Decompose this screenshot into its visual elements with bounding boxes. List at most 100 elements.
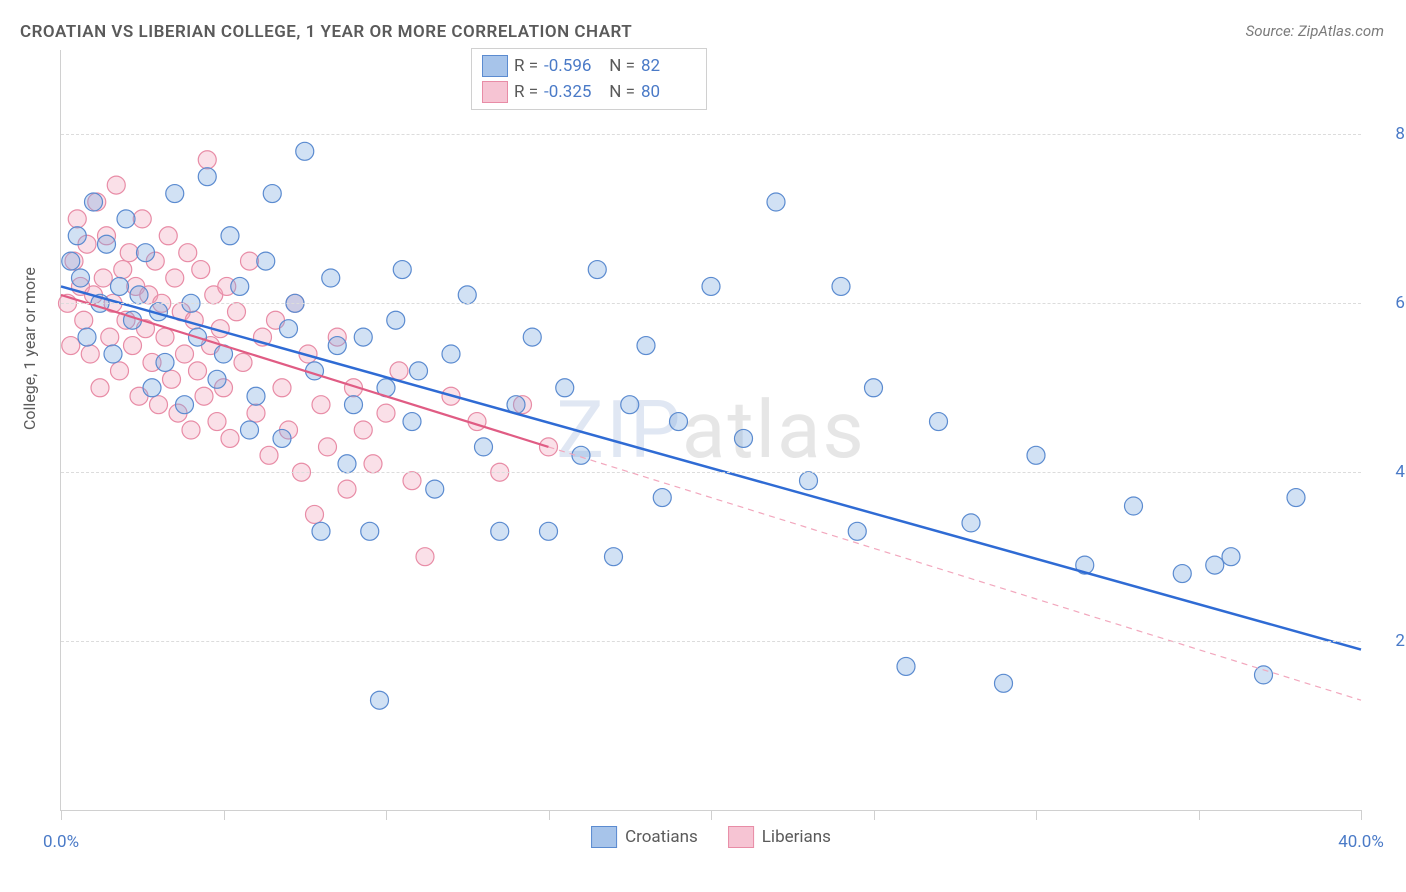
data-point: [124, 337, 142, 355]
data-point: [257, 252, 275, 270]
legend-item-croatians: Croatians: [591, 826, 698, 848]
data-point: [390, 362, 408, 380]
grid-line: [61, 134, 1361, 135]
data-point: [403, 472, 421, 490]
data-point: [176, 396, 194, 414]
data-point: [416, 548, 434, 566]
data-point: [247, 387, 265, 405]
x-tick: [1036, 810, 1037, 820]
swatch-croatians: [482, 55, 508, 77]
data-point: [403, 413, 421, 431]
data-point: [865, 379, 883, 397]
croatians-n-value: 82: [641, 56, 696, 76]
data-point: [962, 514, 980, 532]
data-point: [189, 362, 207, 380]
data-point: [338, 480, 356, 498]
legend-item-liberians: Liberians: [728, 826, 831, 848]
x-tick-label: 0.0%: [43, 832, 79, 852]
data-point: [156, 328, 174, 346]
data-point: [159, 227, 177, 245]
data-point: [1027, 446, 1045, 464]
x-tick: [1361, 810, 1362, 820]
data-point: [273, 429, 291, 447]
data-point: [247, 404, 265, 422]
grid-line: [61, 472, 1361, 473]
data-point: [85, 193, 103, 211]
data-point: [491, 522, 509, 540]
data-point: [176, 345, 194, 363]
data-point: [68, 227, 86, 245]
data-point: [208, 370, 226, 388]
data-point: [62, 252, 80, 270]
bottom-legend: Croatians Liberians: [591, 826, 831, 848]
liberians-r-value: -0.325: [544, 82, 599, 102]
data-point: [735, 429, 753, 447]
data-point: [111, 362, 129, 380]
data-point: [114, 261, 132, 279]
data-point: [328, 337, 346, 355]
x-tick-label: 40.0%: [1338, 832, 1384, 852]
data-point: [354, 328, 372, 346]
data-point: [296, 142, 314, 160]
data-point: [68, 210, 86, 228]
data-point: [195, 387, 213, 405]
data-point: [221, 429, 239, 447]
data-point: [107, 176, 125, 194]
data-point: [94, 269, 112, 287]
data-point: [306, 505, 324, 523]
chart-container: CROATIAN VS LIBERIAN COLLEGE, 1 YEAR OR …: [0, 0, 1406, 892]
data-point: [221, 227, 239, 245]
data-point: [848, 522, 866, 540]
data-point: [241, 252, 259, 270]
x-tick: [224, 810, 225, 820]
data-point: [426, 480, 444, 498]
data-point: [767, 193, 785, 211]
swatch-liberians: [482, 81, 508, 103]
data-point: [78, 328, 96, 346]
legend-label-croatians: Croatians: [625, 827, 698, 847]
data-point: [410, 362, 428, 380]
data-point: [198, 168, 216, 186]
trend-line: [61, 286, 1361, 649]
data-point: [133, 210, 151, 228]
data-point: [523, 328, 541, 346]
data-point: [231, 277, 249, 295]
trend-line: [549, 447, 1362, 700]
data-point: [475, 438, 493, 456]
data-point: [228, 303, 246, 321]
data-point: [319, 438, 337, 456]
data-point: [163, 370, 181, 388]
data-point: [393, 261, 411, 279]
y-axis-label: College, 1 year or more: [20, 267, 39, 430]
label-r: R =: [514, 82, 538, 102]
data-point: [556, 379, 574, 397]
plot-area: ZIPatlas R = -0.596 N = 82 R = -0.325 N …: [60, 50, 1361, 811]
data-point: [1255, 666, 1273, 684]
data-point: [1206, 556, 1224, 574]
data-point: [101, 328, 119, 346]
data-point: [1125, 497, 1143, 515]
data-point: [273, 379, 291, 397]
data-point: [179, 244, 197, 262]
stats-legend: R = -0.596 N = 82 R = -0.325 N = 80: [471, 48, 707, 110]
data-point: [91, 379, 109, 397]
data-point: [621, 396, 639, 414]
stats-row-liberians: R = -0.325 N = 80: [482, 79, 696, 105]
data-point: [111, 277, 129, 295]
chart-svg: [61, 50, 1361, 810]
y-tick-label: 80.0%: [1371, 124, 1406, 144]
data-point: [150, 396, 168, 414]
data-point: [897, 657, 915, 675]
data-point: [182, 421, 200, 439]
data-point: [312, 396, 330, 414]
data-point: [137, 244, 155, 262]
data-point: [241, 421, 259, 439]
grid-line: [61, 641, 1361, 642]
data-point: [120, 244, 138, 262]
x-tick: [386, 810, 387, 820]
data-point: [198, 151, 216, 169]
data-point: [995, 674, 1013, 692]
legend-swatch-croatians: [591, 826, 617, 848]
chart-title: CROATIAN VS LIBERIAN COLLEGE, 1 YEAR OR …: [20, 22, 632, 42]
y-tick-label: 60.0%: [1371, 293, 1406, 313]
